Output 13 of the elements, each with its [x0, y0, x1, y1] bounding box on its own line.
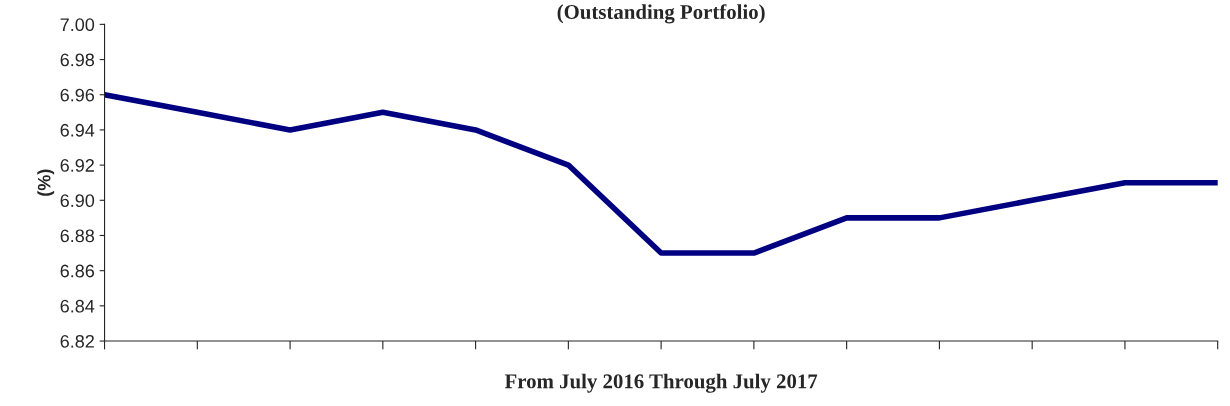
- y-tick-label: 6.96: [60, 88, 95, 102]
- y-tick-label: 6.98: [60, 53, 95, 67]
- y-tick-label: 6.86: [60, 264, 95, 278]
- y-tick-label: 6.88: [60, 229, 95, 243]
- chart-title: (Outstanding Portfolio): [557, 4, 765, 24]
- x-axis-title: From July 2016 Through July 2017: [504, 373, 818, 393]
- y-tick-label: 6.84: [60, 299, 95, 313]
- y-tick-label: 6.82: [60, 334, 94, 348]
- y-tick-label: 6.92: [60, 159, 94, 172]
- y-tick-label: 7.00: [60, 18, 95, 32]
- y-tick-label: 6.90: [60, 194, 95, 208]
- y-axis-title: (%): [37, 169, 55, 196]
- y-tick-label: 6.94: [60, 123, 95, 137]
